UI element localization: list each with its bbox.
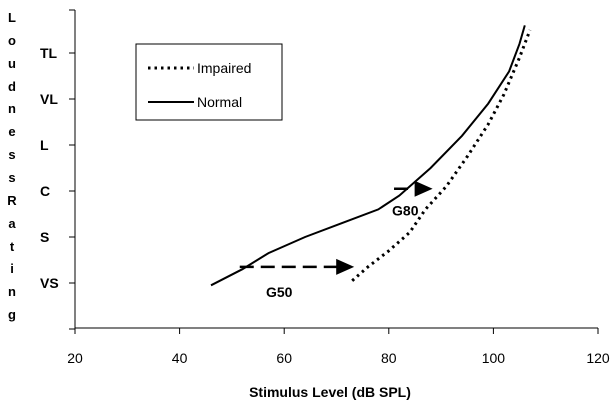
y-axis-title-letter: u	[8, 55, 16, 71]
annotation-arrowhead	[336, 258, 355, 275]
y-category-label-vl: VL	[40, 91, 58, 107]
y-axis-title-letter: g	[8, 307, 16, 323]
y-axis-title-letter: o	[8, 32, 16, 48]
y-axis-title-letter: L	[8, 10, 16, 25]
y-axis-title-letter: t	[9, 238, 15, 254]
annotation-arrowhead	[414, 180, 433, 197]
x-tick-label-1: 40	[172, 350, 188, 366]
x-tick-label-2: 60	[276, 350, 292, 366]
legend: Impaired Normal	[135, 43, 283, 121]
x-axis-title: Stimulus Level (dB SPL)	[249, 384, 411, 400]
x-tick-label-0: 20	[67, 350, 83, 366]
legend-box	[135, 43, 283, 121]
y-category-label-tl: TL	[40, 45, 58, 61]
y-axis-title-letter: i	[10, 261, 14, 277]
y-axis-title-letter: R	[7, 192, 17, 208]
ticks: 20 40 60 80 100 120 VS S C L VL TL	[40, 9, 610, 366]
series-group	[210, 25, 532, 287]
y-category-label-s: S	[40, 229, 49, 245]
annotation-label-g80: G80	[392, 203, 419, 219]
y-category-label-c: C	[40, 183, 50, 199]
x-tick-label-4: 100	[482, 350, 506, 366]
series-line-normal	[210, 25, 526, 287]
y-axis-title-letter: n	[8, 284, 16, 300]
y-category-label-vs: VS	[40, 275, 59, 291]
y-axis-title-letter: n	[8, 101, 16, 117]
y-axis-title-letter: e	[8, 124, 16, 140]
axes	[74, 10, 598, 329]
legend-label-impaired: Impaired	[197, 60, 251, 76]
y-axis-title-letter: s	[8, 170, 16, 185]
x-tick-label-5: 120	[586, 350, 610, 366]
series-line-impaired	[351, 29, 532, 282]
y-axis-title-letter: d	[8, 78, 16, 94]
annotation-label-g50: G50	[266, 284, 293, 300]
x-tick-label-3: 80	[381, 350, 397, 366]
y-axis-title-letter: s	[8, 147, 16, 163]
legend-label-normal: Normal	[197, 94, 242, 110]
y-category-label-l: L	[40, 137, 49, 153]
y-axis-title-letter: a	[8, 215, 16, 231]
annotations: G50 G80	[239, 180, 433, 300]
